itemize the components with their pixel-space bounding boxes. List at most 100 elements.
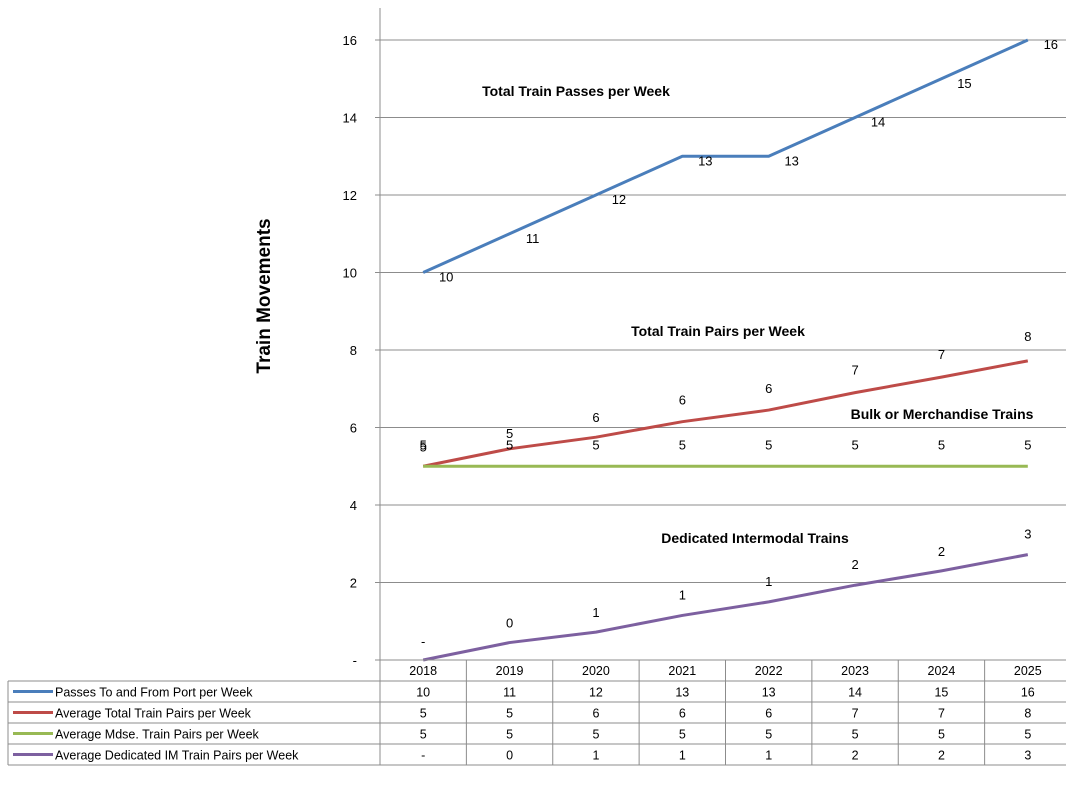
table-cell: 6 [592, 707, 599, 721]
table-cell: 5 [506, 707, 513, 721]
table-cell: 5 [420, 707, 427, 721]
data-label-passes: 16 [1044, 37, 1058, 52]
y-tick-label: - [353, 653, 357, 668]
table-cell: - [421, 749, 425, 763]
x-category-label: 2022 [755, 664, 783, 678]
table-cell: 5 [1024, 728, 1031, 742]
data-label-mdse: 5 [851, 437, 858, 452]
data-label-intermodal: 2 [851, 557, 858, 572]
data-label-passes: 11 [526, 231, 540, 246]
data-label-intermodal: 3 [1024, 527, 1031, 542]
table-cell: 15 [934, 686, 948, 700]
legend-series-name: Passes To and From Port per Week [55, 686, 253, 700]
y-tick-label: 14 [343, 111, 357, 126]
x-category-label: 2019 [496, 664, 524, 678]
table-cell: 7 [938, 707, 945, 721]
data-label-intermodal: 1 [765, 574, 772, 589]
table-cell: 2 [938, 749, 945, 763]
data-label-mdse: 5 [679, 437, 686, 452]
data-label-mdse: 5 [938, 437, 945, 452]
table-cell: 6 [765, 707, 772, 721]
data-label-passes: 15 [957, 76, 971, 91]
table-cell: 5 [679, 728, 686, 742]
data-label-mdse: 5 [592, 437, 599, 452]
data-label-total-pairs: 7 [938, 347, 945, 362]
table-cell: 5 [420, 728, 427, 742]
x-category-label: 2020 [582, 664, 610, 678]
table-cell: 1 [679, 749, 686, 763]
series-line-1 [422, 359, 1029, 468]
annotation-dedicated-intermodal: Dedicated Intermodal Trains [661, 530, 849, 546]
annotation-bulk-merchandise: Bulk or Merchandise Trains [851, 406, 1034, 422]
table-cell: 10 [416, 686, 430, 700]
legend-series-name: Average Total Train Pairs per Week [55, 707, 252, 721]
y-tick-label: 12 [343, 188, 357, 203]
data-label-intermodal: 2 [938, 544, 945, 559]
table-cell: 11 [503, 686, 516, 700]
y-tick-label: 10 [343, 266, 357, 281]
series-line-3 [422, 553, 1029, 662]
table-cell: 12 [589, 686, 603, 700]
table-cell: 1 [765, 749, 772, 763]
y-tick-label: 6 [350, 421, 357, 436]
x-category-label: 2021 [668, 664, 696, 678]
x-category-label: 2024 [928, 664, 956, 678]
y-tick-label: 4 [350, 498, 357, 513]
table-cell: 7 [852, 707, 859, 721]
y-tick-label: 16 [343, 33, 357, 48]
x-category-label: 2025 [1014, 664, 1042, 678]
data-label-total-pairs: 6 [679, 393, 686, 408]
data-label-intermodal: 1 [592, 605, 599, 620]
x-category-label: 2023 [841, 664, 869, 678]
data-label-mdse: 5 [1024, 437, 1031, 452]
table-cell: 2 [852, 749, 859, 763]
table-cell: 8 [1024, 707, 1031, 721]
data-label-total-pairs: 6 [592, 410, 599, 425]
table-cell: 5 [506, 728, 513, 742]
data-label-passes: 10 [439, 270, 453, 285]
y-tick-label: 8 [350, 343, 357, 358]
data-label-passes: 13 [784, 153, 798, 168]
series-lines [422, 38, 1029, 662]
table-cell: 5 [592, 728, 599, 742]
data-label-intermodal: 1 [679, 587, 686, 602]
gridlines [380, 39, 1066, 583]
table-cell: 5 [938, 728, 945, 742]
data-label-mdse: 5 [765, 437, 772, 452]
data-label-total-pairs: 5 [420, 439, 427, 454]
table-cell: 13 [762, 686, 776, 700]
data-label-mdse: 5 [506, 437, 513, 452]
data-label-intermodal: - [421, 634, 425, 649]
data-label-passes: 14 [871, 115, 885, 130]
table-cell: 5 [765, 728, 772, 742]
data-label-mdse: 5 [420, 437, 427, 452]
data-label-total-pairs: 7 [851, 363, 858, 378]
data-label-passes: 12 [612, 192, 626, 207]
table-cell: 3 [1024, 749, 1031, 763]
table-cell: 6 [679, 707, 686, 721]
table-cell: 1 [592, 749, 599, 763]
annotation-total-passes: Total Train Passes per Week [482, 83, 670, 99]
table-cell: 14 [848, 686, 862, 700]
x-category-label: 2018 [409, 664, 437, 678]
annotations: Total Train Passes per Week Total Train … [482, 83, 1034, 546]
y-tick-label: 2 [350, 576, 357, 591]
legend-series-name: Average Mdse. Train Pairs per Week [55, 728, 260, 742]
data-label-intermodal: 0 [506, 616, 513, 631]
series-line-0 [422, 38, 1029, 274]
data-label-total-pairs: 6 [765, 381, 772, 396]
y-axis-label: Train Movements [254, 218, 275, 373]
data-label-total-pairs: 5 [506, 426, 513, 441]
data-label-total-pairs: 8 [1024, 329, 1031, 344]
axes [375, 8, 381, 661]
table-cell: 16 [1021, 686, 1035, 700]
legend-series-name: Average Dedicated IM Train Pairs per Wee… [55, 749, 299, 763]
annotation-total-pairs: Total Train Pairs per Week [631, 323, 805, 339]
data-label-passes: 13 [698, 153, 712, 168]
y-axis-ticks: - 2 4 6 8 10 12 14 16 [343, 33, 357, 668]
table-cell: 5 [852, 728, 859, 742]
table-cell: 0 [506, 749, 513, 763]
